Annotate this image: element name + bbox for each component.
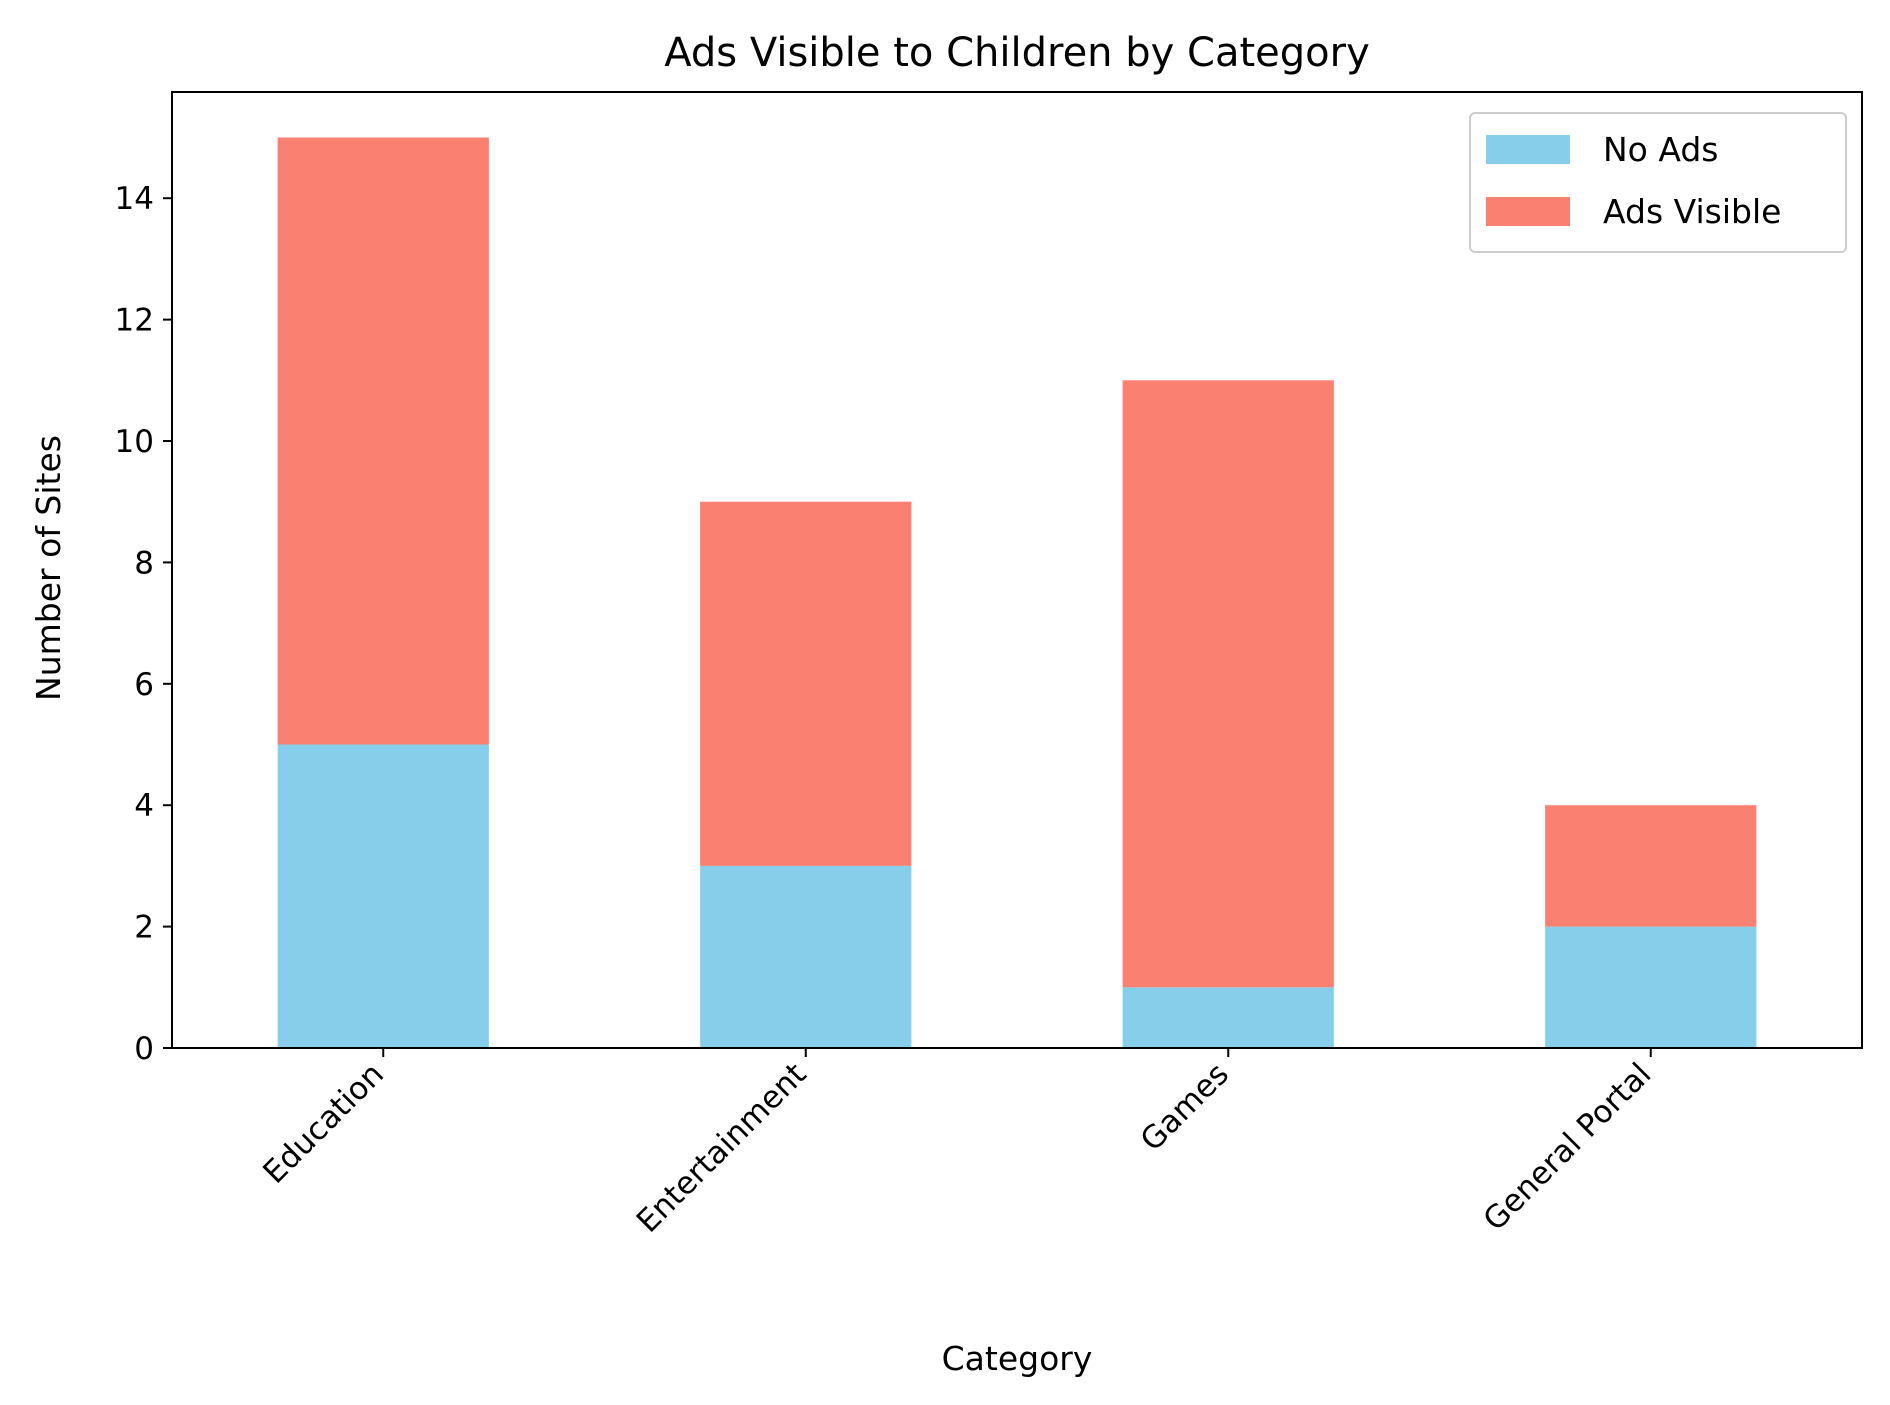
- legend-swatch-ads-visible: [1486, 197, 1570, 226]
- bar-general-portal-ads-visible: [1545, 805, 1757, 927]
- y-tick-label-12: 12: [115, 303, 154, 339]
- x-tick-label-games: Games: [1134, 1056, 1236, 1158]
- bar-games-ads-visible: [1122, 380, 1334, 988]
- bar-entertainment-ads-visible: [700, 501, 912, 866]
- x-tick-label-education: Education: [256, 1056, 391, 1191]
- legend-label-no-ads: No Ads: [1603, 130, 1719, 169]
- y-axis-label: Number of Sites: [29, 435, 68, 701]
- legend-swatch-no-ads: [1486, 135, 1570, 164]
- y-tick-label-2: 2: [134, 910, 154, 946]
- plot-frame: [171, 91, 1863, 1049]
- legend: No Ads Ads Visible: [1469, 112, 1847, 253]
- y-tick-label-6: 6: [134, 667, 154, 703]
- y-tick-label-4: 4: [134, 788, 154, 824]
- bar-entertainment-no-ads: [700, 865, 912, 1048]
- bar-games-no-ads: [1122, 987, 1334, 1048]
- y-tick-label-0: 0: [134, 1031, 154, 1067]
- legend-label-ads-visible: Ads Visible: [1603, 192, 1781, 231]
- y-tick-label-8: 8: [134, 545, 154, 581]
- x-tick-label-general-portal: General Portal: [1477, 1056, 1659, 1238]
- x-axis-label: Category: [942, 1339, 1093, 1378]
- bar-education-ads-visible: [277, 137, 489, 745]
- y-tick-label-10: 10: [115, 424, 154, 460]
- bar-general-portal-no-ads: [1545, 926, 1757, 1048]
- bar-education-no-ads: [277, 744, 489, 1048]
- bars-layer: [277, 137, 1757, 1048]
- chart-title: Ads Visible to Children by Category: [664, 30, 1370, 76]
- x-tick-label-entertainment: Entertainment: [630, 1056, 814, 1240]
- y-tick-label-14: 14: [115, 181, 154, 217]
